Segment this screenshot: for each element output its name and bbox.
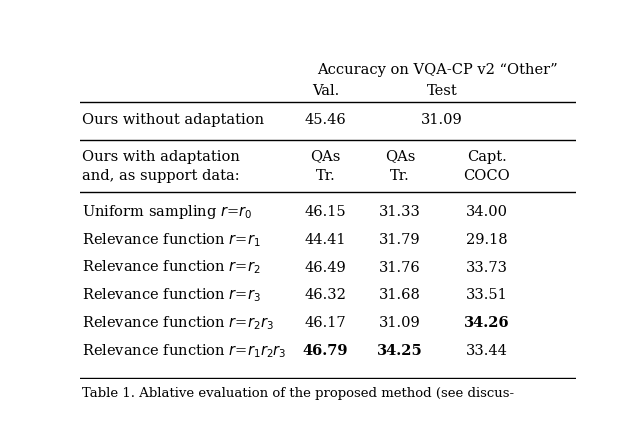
Text: 34.26: 34.26 [464,317,509,331]
Text: 33.51: 33.51 [466,288,508,302]
Text: 44.41: 44.41 [305,233,346,247]
Text: 46.32: 46.32 [305,288,346,302]
Text: Relevance function $r$=$r_2$: Relevance function $r$=$r_2$ [83,259,261,276]
Text: 46.79: 46.79 [303,344,348,358]
Text: QAs
Tr.: QAs Tr. [310,150,340,183]
Text: 29.18: 29.18 [466,233,508,247]
Text: 34.25: 34.25 [377,344,423,358]
Text: Relevance function $r$=$r_1$$r_2$$r_3$: Relevance function $r$=$r_1$$r_2$$r_3$ [83,343,287,360]
Text: Relevance function $r$=$r_1$: Relevance function $r$=$r_1$ [83,231,261,249]
Text: Table 1. Ablative evaluation of the proposed method (see discus-: Table 1. Ablative evaluation of the prop… [83,386,515,400]
Text: 31.76: 31.76 [379,261,420,275]
Text: 45.46: 45.46 [305,113,346,127]
Text: 31.09: 31.09 [421,113,463,127]
Text: 31.09: 31.09 [379,317,420,331]
Text: Capt.
COCO: Capt. COCO [463,150,510,183]
Text: 31.68: 31.68 [379,288,421,302]
Text: Test: Test [427,84,458,98]
Text: 46.49: 46.49 [305,261,346,275]
Text: Val.: Val. [312,84,339,98]
Text: Ours without adaptation: Ours without adaptation [83,113,264,127]
Text: 46.17: 46.17 [305,317,346,331]
Text: 34.00: 34.00 [466,205,508,219]
Text: Ours with adaptation
and, as support data:: Ours with adaptation and, as support dat… [83,150,241,183]
Text: Relevance function $r$=$r_2$$r_3$: Relevance function $r$=$r_2$$r_3$ [83,314,274,332]
Text: 33.44: 33.44 [466,344,508,358]
Text: 46.15: 46.15 [305,205,346,219]
Text: Relevance function $r$=$r_3$: Relevance function $r$=$r_3$ [83,287,261,304]
Text: Uniform sampling $r$=$r_0$: Uniform sampling $r$=$r_0$ [83,203,253,221]
Text: 33.73: 33.73 [466,261,508,275]
Text: QAs
Tr.: QAs Tr. [385,150,415,183]
Text: 31.79: 31.79 [379,233,420,247]
Text: 31.33: 31.33 [379,205,421,219]
Text: Accuracy on VQA-CP v2 “Other”: Accuracy on VQA-CP v2 “Other” [317,63,557,77]
